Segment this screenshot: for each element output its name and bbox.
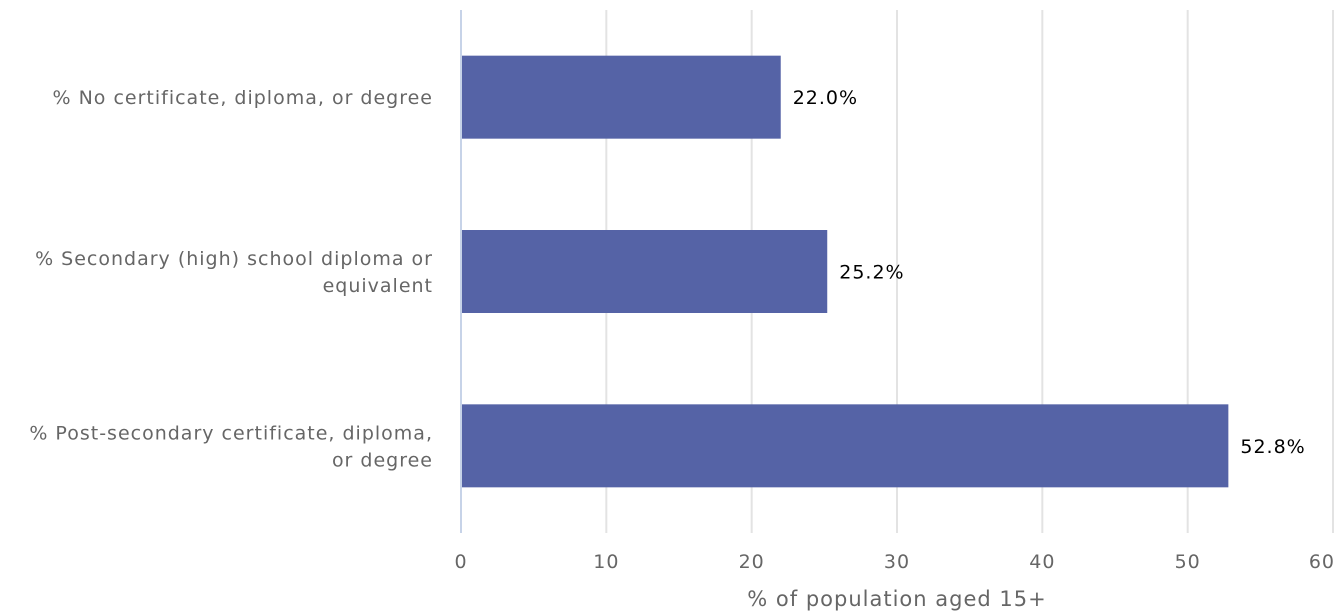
category-label: % No certificate, diploma, or degree	[52, 87, 433, 109]
data-label: 25.2%	[839, 262, 904, 284]
x-tick-label: 60	[1309, 551, 1335, 573]
category-label: % Secondary (high) school diploma or	[35, 248, 433, 270]
category-label: equivalent	[323, 275, 433, 297]
x-tick-label: 40	[1029, 551, 1055, 573]
x-tick-label: 20	[739, 551, 765, 573]
x-tick-label: 0	[454, 551, 467, 573]
category-labels: % No certificate, diploma, or degree % Se…	[29, 87, 433, 471]
x-axis-title: % of population aged 15+	[747, 587, 1046, 611]
data-label: 22.0%	[793, 87, 858, 109]
x-tick-label: 10	[593, 551, 619, 573]
bar	[462, 404, 1229, 488]
x-tick-label: 50	[1175, 551, 1201, 573]
bar	[462, 55, 781, 139]
bars	[462, 55, 1229, 488]
data-label: 52.8%	[1240, 436, 1305, 458]
category-label: % Post-secondary certificate, diploma,	[29, 422, 433, 444]
data-labels: 22.0% 25.2% 52.8%	[793, 87, 1305, 458]
x-tick-labels: 0 10 20 30 40 50 60	[454, 551, 1335, 573]
x-tick-label: 30	[884, 551, 910, 573]
bar	[462, 230, 828, 313]
category-label: or degree	[332, 449, 433, 471]
